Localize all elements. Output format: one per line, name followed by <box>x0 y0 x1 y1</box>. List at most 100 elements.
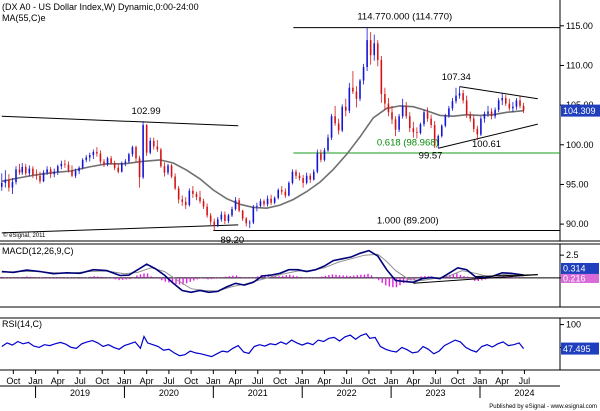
macd-histogram-bar <box>456 273 458 278</box>
macd-tick-label: 2.5 <box>566 250 579 260</box>
macd-histogram-bar <box>200 277 202 279</box>
candle-body <box>334 116 336 124</box>
macd-histogram-bar <box>118 277 120 281</box>
macd-histogram-bar <box>136 275 138 278</box>
candle-body <box>92 151 95 156</box>
macd-histogram-bar <box>4 277 7 278</box>
candle-body <box>519 100 521 106</box>
candle-body <box>316 153 319 172</box>
candle-body <box>78 167 80 171</box>
chart-title: (DX A0 - US Dollar Index,W) Dynamic,0:00… <box>2 2 199 12</box>
candle-body <box>341 106 344 131</box>
candle-body <box>522 105 525 111</box>
candle-body <box>28 168 31 174</box>
macd-histogram-bar <box>47 277 49 279</box>
macd-histogram-bar <box>203 277 206 279</box>
macd-histogram-bar <box>477 277 479 281</box>
price-annotation: 100.61 <box>472 139 501 150</box>
macd-histogram-bar <box>345 275 348 278</box>
macd-histogram-bar <box>324 275 327 278</box>
macd-histogram-bar <box>86 277 88 279</box>
candle-body <box>11 182 14 188</box>
candle-body <box>270 198 272 203</box>
candle-body <box>323 150 326 160</box>
candle-body <box>408 116 411 129</box>
candle-body <box>494 109 496 117</box>
candle-body <box>131 147 134 155</box>
macd-histogram-bar <box>185 277 188 284</box>
macd-histogram-bar <box>257 276 259 278</box>
x-month-label: Jan <box>28 376 43 386</box>
candle-body <box>170 165 173 177</box>
rsi-panel: 5010047.495 <box>1 320 599 358</box>
candle-body <box>163 166 166 173</box>
x-month-label: Jan <box>384 376 399 386</box>
candle-body <box>227 215 230 221</box>
x-month-label: Apr <box>229 376 243 386</box>
candle-body <box>256 205 258 207</box>
panel-frames <box>0 0 600 371</box>
candle-body <box>376 43 379 60</box>
candle-body <box>110 158 112 164</box>
candle-body <box>53 171 56 175</box>
rsi-label: RSI(14,C) <box>2 319 42 329</box>
candle-body <box>85 157 88 160</box>
candle-body <box>469 114 472 119</box>
macd-histogram-bar <box>143 273 145 278</box>
candle-body <box>448 108 450 116</box>
candle-body <box>359 80 361 99</box>
macd-histogram-bar <box>413 277 415 280</box>
price-annotation: 89.20 <box>220 235 244 246</box>
trend-line <box>1 224 239 234</box>
macd-histogram-bar <box>125 277 127 280</box>
macd-histogram-bar <box>164 277 167 282</box>
x-month-label: Oct <box>6 376 21 386</box>
candle-body <box>8 179 10 188</box>
x-month-label: Apr <box>51 376 65 386</box>
macd-histogram-bar <box>221 277 223 278</box>
candle-body <box>344 106 347 111</box>
candle-body <box>387 103 390 113</box>
candle-body <box>384 94 386 104</box>
macd-histogram-bar <box>61 277 63 279</box>
candle-body <box>277 190 280 198</box>
candle-body <box>149 140 152 153</box>
macd-histogram-bar <box>281 275 284 278</box>
candle-body <box>352 87 354 92</box>
candle-body <box>167 165 169 173</box>
candle-body <box>21 167 24 173</box>
candle-body <box>56 166 59 172</box>
macd-histogram-bar <box>370 275 373 278</box>
candle-body <box>241 210 244 219</box>
candle-body <box>18 169 21 173</box>
candle-body <box>46 169 48 173</box>
macd-histogram-bar <box>513 277 515 279</box>
macd-trend-line <box>475 274 538 277</box>
macd-histogram-bar <box>15 277 17 279</box>
macd-histogram-bar <box>463 276 465 278</box>
macd-histogram-bar <box>296 276 298 278</box>
price-panel: 90.0095.00100.00105.00110.00115.00102.99… <box>0 11 600 246</box>
candle-body <box>124 161 127 164</box>
macd-histogram-bar <box>381 277 383 283</box>
candle-body <box>160 149 162 167</box>
candle-body <box>113 163 116 168</box>
candle-body <box>206 206 208 216</box>
candle-body <box>252 206 255 223</box>
candle-body <box>74 170 77 176</box>
trend-line <box>1 115 239 127</box>
x-axis: Oct Jan Apr Jul Oct Jan Apr Jul Oct Jan Apr Jul Oct J… <box>0 370 560 398</box>
candle-body <box>440 125 443 137</box>
macd-histogram-bar <box>22 277 24 278</box>
macd-histogram-bar <box>249 277 252 279</box>
macd-histogram-bar <box>246 277 248 279</box>
candle-body <box>348 87 351 111</box>
macd-histogram-bar <box>274 276 277 278</box>
candle-body <box>398 116 400 130</box>
macd-histogram-bar <box>153 277 156 278</box>
rsi-value-tag <box>561 342 599 355</box>
candle-body <box>472 118 475 129</box>
macd-histogram-bar <box>29 276 31 278</box>
candle-body <box>337 123 340 131</box>
x-month-label: Jan <box>473 376 488 386</box>
